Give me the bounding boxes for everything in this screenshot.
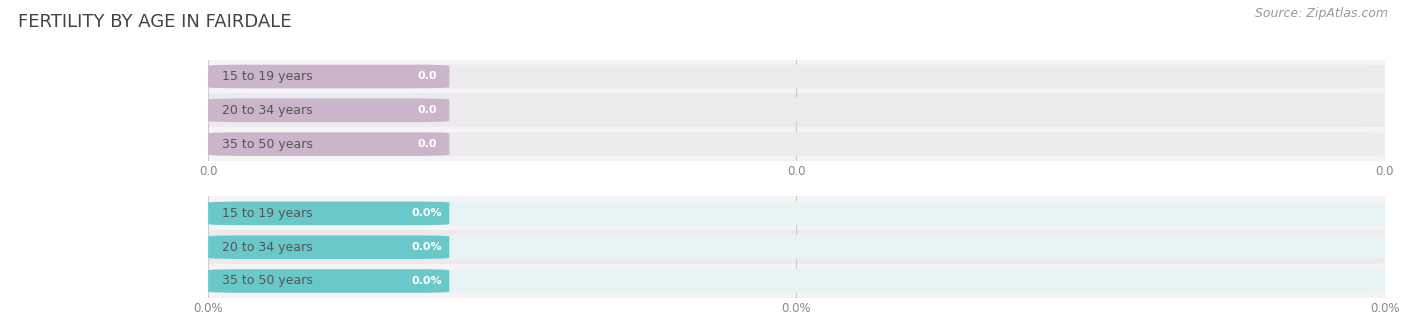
Bar — [208, 127, 1385, 161]
FancyBboxPatch shape — [208, 65, 450, 88]
Text: 0.0%: 0.0% — [412, 276, 443, 286]
Text: 0.0%: 0.0% — [193, 302, 224, 315]
Bar — [208, 230, 1385, 264]
Text: 0.0: 0.0 — [418, 71, 437, 81]
FancyBboxPatch shape — [208, 132, 1385, 156]
FancyBboxPatch shape — [208, 269, 450, 293]
FancyBboxPatch shape — [208, 65, 1385, 88]
Text: 0.0%: 0.0% — [1369, 302, 1400, 315]
Text: 0.0: 0.0 — [1375, 165, 1395, 178]
Text: 0.0%: 0.0% — [782, 302, 811, 315]
Bar — [208, 197, 1385, 230]
Text: 20 to 34 years: 20 to 34 years — [222, 241, 312, 254]
Text: 0.0: 0.0 — [787, 165, 806, 178]
FancyBboxPatch shape — [208, 269, 1385, 293]
FancyBboxPatch shape — [208, 98, 1385, 122]
Text: FERTILITY BY AGE IN FAIRDALE: FERTILITY BY AGE IN FAIRDALE — [18, 13, 292, 31]
Text: 0.0: 0.0 — [418, 105, 437, 115]
FancyBboxPatch shape — [208, 98, 450, 122]
FancyBboxPatch shape — [208, 202, 450, 225]
Text: 0.0: 0.0 — [418, 139, 437, 149]
FancyBboxPatch shape — [208, 132, 450, 156]
Text: 15 to 19 years: 15 to 19 years — [222, 207, 312, 220]
Text: 0.0%: 0.0% — [412, 209, 443, 218]
FancyBboxPatch shape — [208, 202, 1385, 225]
Text: 0.0%: 0.0% — [412, 242, 443, 252]
Bar — [208, 60, 1385, 93]
FancyBboxPatch shape — [208, 235, 450, 259]
Text: 20 to 34 years: 20 to 34 years — [222, 104, 312, 117]
Text: 35 to 50 years: 35 to 50 years — [222, 138, 314, 151]
Bar — [208, 264, 1385, 298]
Bar — [208, 93, 1385, 127]
Text: 0.0: 0.0 — [198, 165, 218, 178]
Text: 15 to 19 years: 15 to 19 years — [222, 70, 312, 83]
Text: Source: ZipAtlas.com: Source: ZipAtlas.com — [1254, 7, 1388, 20]
FancyBboxPatch shape — [208, 235, 1385, 259]
Text: 35 to 50 years: 35 to 50 years — [222, 274, 314, 288]
